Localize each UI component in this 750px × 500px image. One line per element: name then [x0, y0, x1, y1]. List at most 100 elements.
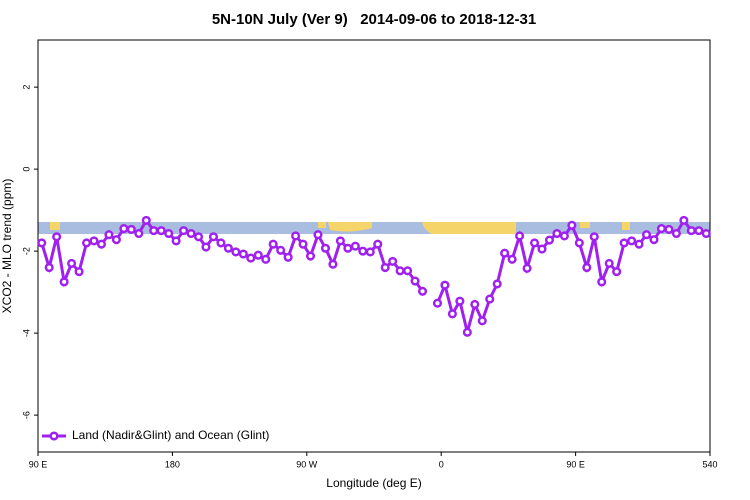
data-point [597, 277, 607, 287]
land-patch [622, 222, 630, 230]
x-tick-label: 90 W [296, 459, 318, 469]
y-tick-label: -6 [21, 411, 31, 419]
data-point [126, 224, 136, 234]
data-point [313, 230, 323, 240]
data-point [515, 231, 525, 241]
land-patch [328, 222, 372, 232]
data-point [537, 244, 547, 254]
data-point [291, 231, 301, 241]
data-point [574, 238, 584, 248]
chart-title: 5N-10N July (Ver 9) 2014-09-06 to 2018-1… [212, 11, 536, 28]
data-point [604, 258, 614, 268]
data-point [522, 263, 532, 273]
ocean-band [38, 222, 710, 234]
data-point [380, 262, 390, 273]
data-point [462, 327, 472, 337]
data-point [149, 226, 159, 236]
data-point [671, 228, 681, 239]
data-point [74, 267, 84, 277]
x-tick-label: 180 [165, 459, 180, 469]
data-point [552, 228, 562, 239]
data-point [298, 239, 308, 249]
data-point [305, 251, 316, 261]
data-point [529, 238, 540, 248]
data-point [67, 258, 77, 268]
data-point [164, 228, 174, 239]
data-point [500, 248, 510, 258]
data-point [507, 254, 517, 264]
legend-marker [49, 431, 59, 441]
data-point [104, 230, 114, 240]
data-point [686, 226, 696, 236]
legend-label: Land (Nadir&Glint) and Ocean (Glint) [72, 428, 269, 442]
data-point [582, 262, 592, 273]
data-point [589, 232, 599, 242]
data-point [283, 252, 293, 262]
data-point [395, 266, 405, 276]
y-tick-label: 2 [21, 85, 31, 90]
data-point [470, 299, 480, 309]
data-point [388, 256, 398, 266]
data-point [649, 235, 659, 245]
data-point [231, 247, 241, 257]
data-point [373, 239, 383, 249]
data-point [96, 239, 107, 249]
data-point [186, 228, 196, 239]
data-point [141, 215, 151, 225]
x-tick-label: 90 E [566, 459, 585, 469]
data-point [679, 215, 689, 225]
data-point [664, 224, 674, 234]
data-point [276, 245, 286, 255]
data-point [335, 236, 345, 246]
land-patch [318, 222, 326, 228]
data-point [701, 228, 711, 239]
data-point [567, 220, 577, 230]
land-patch [580, 222, 590, 228]
land-patch [50, 222, 60, 230]
data-point [447, 309, 457, 319]
data-point [403, 266, 413, 276]
x-tick-label: 540 [702, 459, 717, 469]
data-point [216, 238, 226, 248]
data-point [253, 250, 263, 260]
data-point [365, 247, 375, 257]
data-point [440, 280, 450, 290]
data-point [627, 236, 637, 246]
land-ocean-strip [38, 222, 710, 234]
land-patch [422, 222, 516, 234]
data-point [612, 267, 622, 277]
data-point [246, 253, 256, 263]
plot-frame [37, 39, 711, 453]
data-point [485, 294, 495, 304]
data-point [358, 246, 368, 256]
data-point [111, 235, 121, 245]
data-point [44, 262, 54, 273]
data-point [268, 239, 278, 249]
data-point [81, 238, 92, 248]
data-point [89, 236, 99, 246]
data-point [410, 276, 420, 286]
y-tick-label: 0 [21, 167, 31, 172]
data-point [619, 238, 629, 248]
data-point [432, 298, 443, 308]
data-point [320, 243, 331, 253]
data-point [119, 224, 129, 234]
x-tick-label: 90 E [29, 459, 48, 469]
data-point [223, 243, 233, 253]
data-point [544, 235, 555, 245]
data-point [193, 232, 204, 242]
data-point [201, 242, 211, 252]
data-point [52, 232, 62, 242]
y-tick-label: -4 [21, 329, 31, 337]
data-point [238, 249, 248, 259]
data-point [477, 316, 487, 326]
data-point [634, 239, 644, 249]
x-axis-label: Longitude (deg E) [326, 476, 421, 490]
y-axis-label: XCO2 - MLO trend (ppm) [0, 179, 14, 314]
data-point [343, 243, 353, 253]
data-point [455, 296, 465, 306]
data-point [179, 226, 189, 236]
data-point [261, 254, 271, 264]
